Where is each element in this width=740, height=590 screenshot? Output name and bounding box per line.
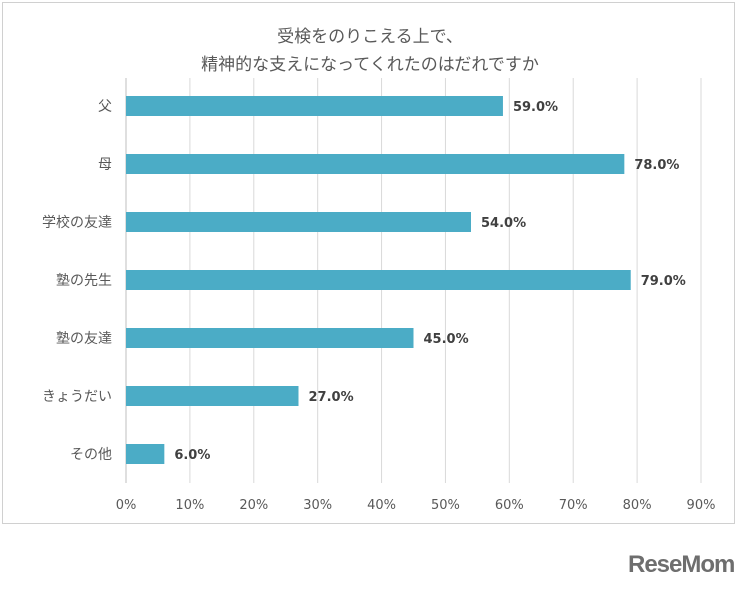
bar	[126, 328, 414, 348]
x-tick-label: 30%	[303, 498, 332, 513]
category-label: 塾の友達	[56, 331, 112, 347]
chart-frame	[2, 2, 735, 524]
category-label: 母	[98, 157, 112, 173]
data-label: 6.0%	[174, 448, 210, 463]
category-label: 塾の先生	[56, 273, 112, 289]
category-label: きょうだい	[42, 389, 112, 405]
category-label: 学校の友達	[42, 214, 112, 231]
data-label: 59.0%	[513, 100, 558, 115]
x-tick-label: 20%	[239, 498, 268, 513]
x-tick-label: 60%	[495, 498, 524, 513]
data-label: 45.0%	[424, 332, 469, 347]
x-tick-label: 10%	[175, 498, 204, 513]
category-label: その他	[70, 447, 112, 463]
chart-title-line2: 精神的な支えになってくれたのはだれですか	[201, 55, 539, 75]
data-label: 79.0%	[641, 274, 686, 289]
resemom-logo: ReseMom	[628, 551, 735, 578]
bar	[126, 386, 299, 406]
bar	[126, 444, 165, 464]
x-tick-label: 40%	[367, 498, 396, 513]
chart-title-line1: 受検をのりこえる上で、	[277, 27, 463, 47]
x-tick-label: 90%	[687, 498, 716, 513]
x-tick-label: 70%	[559, 498, 588, 513]
x-tick-label: 0%	[116, 498, 137, 513]
bar	[126, 96, 503, 116]
data-label: 54.0%	[481, 216, 526, 231]
data-label: 78.0%	[634, 158, 679, 173]
bar	[126, 270, 631, 290]
data-label: 27.0%	[309, 390, 354, 405]
x-tick-label: 80%	[623, 498, 652, 513]
bar	[126, 154, 625, 174]
bar	[126, 212, 471, 232]
category-label: 父	[98, 99, 112, 115]
x-tick-label: 50%	[431, 498, 460, 513]
